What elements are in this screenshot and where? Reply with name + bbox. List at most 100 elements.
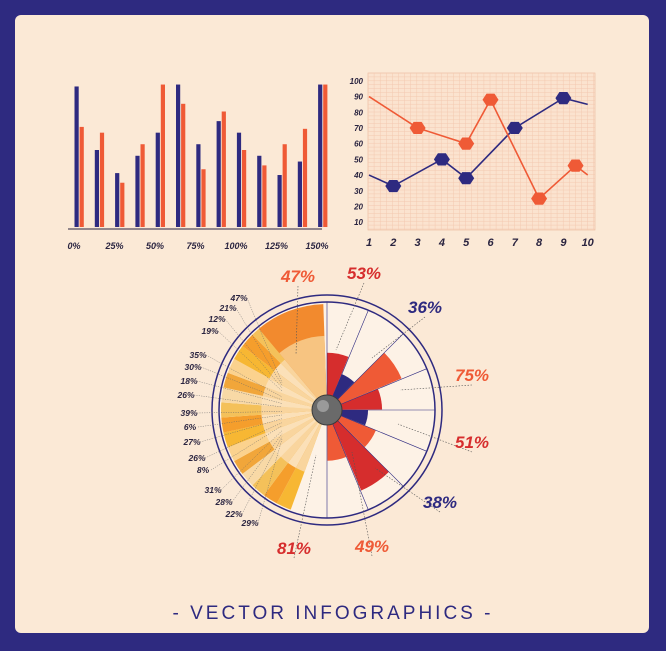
line-y-tick-label: 80 [354, 108, 363, 117]
line-marker-hexagon [458, 172, 475, 185]
polar-small-leader [235, 307, 283, 386]
polar-leader-line [399, 384, 473, 391]
line-x-tick-label: 3 [415, 237, 421, 249]
line-marker-hexagon [385, 179, 402, 193]
polar-left-inner-wedge [262, 386, 327, 410]
polar-spoke [326, 333, 404, 411]
line-x-tick-label: 4 [438, 237, 445, 249]
polar-big-label: 49% [354, 537, 389, 556]
bar-x-tick-label: 0% [67, 241, 80, 251]
polar-left-inner-wedge [265, 378, 327, 410]
line-chart-grid [367, 72, 595, 230]
bar-series1-2 [115, 173, 120, 227]
polar-small-label: 47% [229, 293, 247, 303]
bar-series1-5 [176, 84, 181, 227]
line-x-tick-label: 7 [512, 237, 519, 249]
polar-big-label: 51% [455, 433, 489, 452]
bar-series2-11 [302, 128, 308, 227]
line-x-tick-label: 10 [582, 237, 595, 249]
bar-series1-4 [155, 132, 160, 227]
line-x-tick-label: 9 [560, 237, 567, 249]
line-y-tick-label: 20 [353, 202, 363, 211]
polar-small-leader [200, 366, 283, 401]
polar-small-leader [241, 436, 283, 515]
polar-spoke [326, 368, 427, 411]
polar-small-label: 12% [208, 314, 225, 324]
polar-right-wedge [327, 352, 402, 410]
polar-left-inner-wedge [262, 410, 327, 434]
bar-series2-1 [99, 132, 105, 227]
polar-leader-line [293, 454, 317, 559]
line-x-tick-label: 5 [463, 237, 470, 249]
bar-series2-2 [120, 182, 125, 227]
bar-series2-12 [323, 84, 328, 227]
line-chart-y-ticks: 10 20 30 40 50 60 70 80 90 100 [350, 77, 364, 227]
polar-big-label: 53% [347, 264, 381, 283]
polar-small-label: 26% [176, 390, 194, 400]
bar-series2-9 [262, 165, 267, 227]
polar-left-inner-wedge [280, 410, 327, 463]
polar-small-leader [205, 354, 283, 398]
bar-series1-6 [196, 144, 201, 227]
polar-small-label: 19% [201, 326, 218, 336]
line-y-tick-label: 40 [353, 171, 363, 180]
polar-left-inner-wedge [261, 395, 327, 410]
bar-series2-10 [282, 144, 287, 227]
polar-small-leader [197, 414, 283, 428]
bar-series1-0 [74, 86, 79, 227]
polar-left-inner-wedge [261, 405, 327, 415]
polar-small-label: 18% [180, 376, 197, 386]
polar-area-chart: 47% 53%36%75%51%38%49%81%47%21%12%19%35%3… [176, 264, 489, 559]
line-y-tick-label: 100 [350, 77, 364, 86]
bar-x-tick-label: 100% [224, 241, 247, 251]
polar-leader-line [374, 467, 441, 513]
polar-spoke [326, 409, 427, 452]
bar-x-tick-label: 50% [146, 241, 164, 251]
bar-series2-0 [79, 126, 84, 227]
bar-series2-8 [242, 150, 247, 227]
line-marker-hexagon [531, 192, 548, 205]
polar-left-inner-wedge [279, 335, 327, 410]
line-x-tick-label: 1 [366, 237, 372, 249]
polar-small-leader [196, 380, 283, 404]
polar-small-label: 22% [224, 509, 242, 519]
polar-small-label: 26% [187, 453, 205, 463]
bar-x-tick-label: 150% [305, 241, 328, 251]
line-x-tick-label: 2 [389, 237, 396, 249]
polar-small-leader [246, 297, 283, 383]
line-chart-markers [385, 92, 584, 205]
polar-left-inner-wedge [269, 370, 327, 410]
footer-title: - VECTOR INFOGRAPHICS - [172, 603, 494, 624]
polar-left-inner-wedge [265, 410, 327, 442]
bar-series2-7 [221, 111, 226, 227]
bar-x-tick-label: 25% [104, 241, 123, 251]
polar-spoke [326, 409, 404, 487]
line-y-tick-label: 70 [354, 124, 363, 133]
polar-left-inner-wedge [287, 410, 327, 468]
polar-leader-line [371, 316, 426, 359]
line-y-tick-label: 10 [354, 218, 363, 227]
polar-big-label: 38% [423, 493, 457, 512]
polar-leader-line [351, 451, 373, 557]
bar-series1-10 [277, 175, 282, 227]
line-marker-hexagon [567, 159, 584, 172]
polar-big-label: 75% [455, 366, 489, 385]
polar-big-label: 36% [408, 298, 442, 317]
line-marker-hexagon [555, 92, 572, 105]
polar-small-leader [193, 394, 283, 408]
polar-small-label: 35% [189, 350, 206, 360]
bar-x-tick-label: 125% [265, 241, 288, 251]
polar-leader-line [295, 285, 299, 356]
line-y-tick-label: 90 [354, 93, 363, 102]
polar-outer-ring [211, 294, 443, 526]
line-marker-hexagon [409, 121, 426, 135]
line-chart: 10 20 30 40 50 60 70 80 90 100 1 2 3 4 5 6 7 8 9 10 [350, 72, 596, 249]
polar-left-inner-wedge [274, 363, 327, 410]
line-y-tick-label: 60 [354, 140, 363, 149]
polar-center-hub-highlight [317, 400, 329, 412]
line-marker-hexagon [482, 93, 499, 106]
line-marker-hexagon [506, 121, 523, 135]
polar-spoke [326, 409, 369, 510]
polar-small-leader [231, 433, 283, 503]
polar-left-inner-wedge [295, 410, 327, 472]
